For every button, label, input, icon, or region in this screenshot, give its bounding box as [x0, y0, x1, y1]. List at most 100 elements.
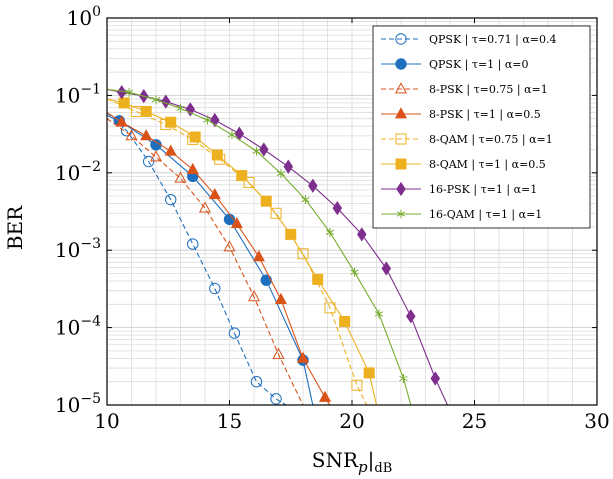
- legend-label: QPSK | τ=1 | α=0: [429, 58, 529, 72]
- data-point: [395, 33, 407, 45]
- legend-entry: 16-QAM | τ=1 | α=1: [381, 208, 542, 222]
- legend-entry: 8-PSK | τ=0.75 | α=1: [381, 82, 548, 97]
- data-point: [395, 158, 407, 170]
- series: [106, 118, 304, 406]
- legend-entry: QPSK | τ=1 | α=0: [381, 58, 529, 72]
- series: [106, 112, 287, 406]
- y-tick-label: 100: [67, 4, 101, 30]
- data-point: [125, 129, 138, 141]
- data-point: [283, 159, 294, 174]
- legend-label: 16-PSK | τ=1 | α=1: [429, 183, 537, 197]
- data-point: [270, 207, 282, 219]
- data-point: [223, 240, 236, 252]
- data-point: [319, 390, 332, 402]
- data-point: [260, 195, 272, 207]
- data-point: [176, 103, 185, 113]
- legend-label: 8-QAM | τ=1 | α=0.5: [429, 158, 546, 172]
- y-tick-label: 10−3: [55, 236, 101, 262]
- data-point: [243, 176, 255, 188]
- x-axis-label-bar: |: [368, 448, 375, 473]
- series: [106, 87, 412, 406]
- series-line: [106, 98, 378, 406]
- x-axis-label-sub: p: [358, 458, 368, 476]
- x-tick-label: 25: [462, 409, 487, 433]
- data-point: [297, 248, 309, 260]
- data-point: [363, 367, 375, 379]
- series-line: [106, 112, 331, 406]
- series: [106, 97, 378, 406]
- series-line: [106, 112, 287, 406]
- data-point: [357, 227, 367, 242]
- data-point: [140, 105, 152, 117]
- data-point: [260, 274, 272, 286]
- data-point: [301, 195, 310, 205]
- data-point: [394, 107, 408, 119]
- data-point: [394, 82, 408, 94]
- data-point: [274, 292, 287, 305]
- y-axis-label: BER: [3, 205, 27, 250]
- legend: QPSK | τ=0.71 | α=0.4 QPSK | τ=1 | α=0 8-P…: [372, 25, 591, 229]
- legend-entry: 8-PSK | τ=1 | α=0.5: [381, 107, 541, 122]
- data-point: [308, 178, 318, 193]
- x-tick-label: 10: [94, 409, 119, 433]
- data-point: [272, 347, 285, 359]
- series: [106, 112, 332, 406]
- legend-label: 8-PSK | τ=0.75 | α=1: [429, 83, 548, 97]
- x-tick-label: 20: [339, 409, 364, 433]
- data-point: [149, 150, 163, 162]
- y-tick-label: 10−2: [55, 159, 101, 185]
- data-point: [351, 379, 363, 391]
- data-point: [189, 131, 201, 143]
- series-line: [106, 118, 304, 406]
- data-point: [236, 170, 248, 182]
- data-point: [161, 94, 171, 109]
- legend-box: [372, 25, 591, 229]
- legend-entry: 16-PSK | τ=1 | α=1: [381, 181, 537, 197]
- data-point: [396, 209, 406, 219]
- legend-entry: 8-QAM | τ=0.75 | α=1: [381, 133, 553, 147]
- x-ticks: 10 15 20 25 30: [94, 18, 610, 433]
- data-point: [339, 315, 351, 327]
- data-point: [406, 309, 416, 324]
- data-point: [332, 200, 343, 216]
- data-point: [250, 376, 263, 388]
- data-point: [399, 373, 408, 383]
- data-point: [209, 282, 221, 295]
- x-axis-label: SNRp|dB: [312, 448, 393, 476]
- data-point: [115, 115, 128, 127]
- data-point: [211, 149, 223, 161]
- legend-label: QPSK | τ=0.71 | α=0.4: [429, 33, 557, 47]
- data-point: [395, 133, 407, 145]
- data-point: [164, 144, 177, 156]
- data-point: [252, 250, 265, 262]
- data-point: [124, 87, 134, 97]
- data-point: [140, 129, 153, 141]
- y-tick-label: 10−1: [55, 81, 101, 107]
- data-point: [350, 267, 359, 277]
- data-point: [118, 97, 130, 109]
- data-point: [270, 393, 282, 405]
- data-point: [165, 193, 177, 206]
- legend-entry: QPSK | τ=0.71 | α=0.4: [381, 33, 557, 47]
- data-point: [247, 290, 261, 302]
- data-point: [174, 171, 187, 183]
- y-tick-label: 10−5: [55, 391, 101, 417]
- data-point: [296, 351, 310, 363]
- data-point: [187, 238, 199, 250]
- data-point: [165, 116, 177, 128]
- data-point: [185, 102, 196, 117]
- series-layer: [106, 85, 448, 406]
- data-point: [285, 228, 297, 240]
- series-line: [106, 88, 412, 406]
- legend-label: 16-QAM | τ=1 | α=1: [429, 208, 542, 222]
- data-point: [374, 309, 384, 319]
- data-point: [142, 155, 155, 168]
- y-ticks: 100 10−1 10−2 10−3 10−4 10−5: [55, 4, 597, 417]
- y-tick-label: 10−4: [55, 314, 101, 340]
- x-axis-label-suffix: dB: [374, 461, 392, 476]
- data-point: [208, 188, 221, 200]
- data-point: [252, 146, 261, 156]
- data-point: [276, 168, 286, 178]
- x-tick-label: 15: [217, 409, 242, 433]
